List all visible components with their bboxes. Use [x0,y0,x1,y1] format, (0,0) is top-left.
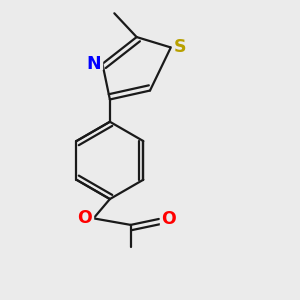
Bar [76,213,93,224]
Text: O: O [77,209,92,227]
Bar [172,42,188,53]
Text: O: O [161,210,176,228]
Text: N: N [86,55,101,73]
Bar [85,58,102,70]
Bar [160,213,177,225]
Text: S: S [174,38,187,56]
